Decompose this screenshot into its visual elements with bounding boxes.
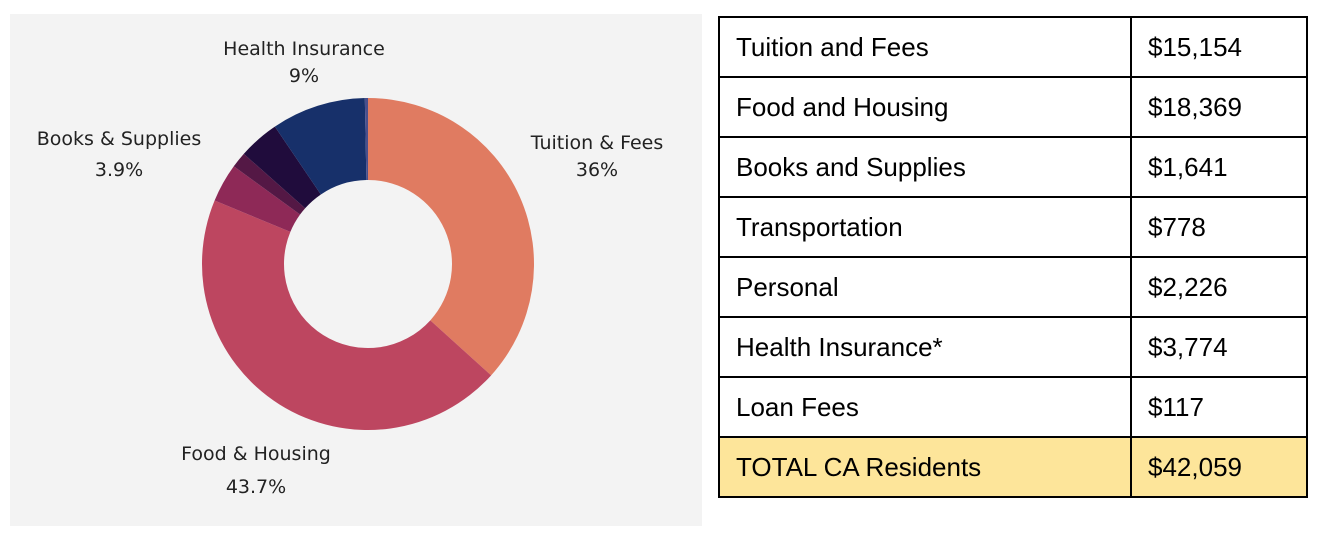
table-row: Loan Fees $117: [718, 376, 1308, 438]
row-label: Books and Supplies: [718, 136, 1132, 198]
slice-label-food-housing: Food & Housing: [181, 443, 331, 465]
table-row: Food and Housing $18,369: [718, 76, 1308, 138]
row-label: Transportation: [718, 196, 1132, 258]
total-row: TOTAL CA Residents $42,059: [718, 436, 1308, 498]
table-row: Tuition and Fees $15,154: [718, 16, 1308, 78]
donut-slice-unlabeled-2: [214, 166, 301, 232]
total-value: $42,059: [1130, 436, 1308, 498]
row-value: $1,641: [1130, 136, 1308, 198]
donut-slice-unlabeled-6: [364, 98, 368, 181]
cost-table: Tuition and Fees $15,154 Food and Housin…: [718, 16, 1308, 498]
row-label: Tuition and Fees: [718, 16, 1132, 78]
donut-slice-health-insurance: [274, 98, 367, 195]
donut-slice-tuition-fees: [368, 98, 534, 376]
table-row: Books and Supplies $1,641: [718, 136, 1308, 198]
row-label: Loan Fees: [718, 376, 1132, 438]
donut-slice-food-housing: [202, 200, 492, 430]
row-value: $117: [1130, 376, 1308, 438]
row-label: Personal: [718, 256, 1132, 318]
row-value: $3,774: [1130, 316, 1308, 378]
slice-value-books-supplies: 3.9%: [95, 159, 143, 181]
row-label: Health Insurance*: [718, 316, 1132, 378]
table-row: Health Insurance* $3,774: [718, 316, 1308, 378]
row-value: $778: [1130, 196, 1308, 258]
slice-value-tuition-fees: 36%: [576, 159, 618, 181]
slice-value-food-housing: 43.7%: [226, 476, 286, 498]
total-label: TOTAL CA Residents: [718, 436, 1132, 498]
row-value: $15,154: [1130, 16, 1308, 78]
slice-value-health-insurance: 9%: [289, 65, 319, 87]
slice-label-health-insurance: Health Insurance: [223, 38, 385, 60]
donut-slices: [202, 98, 534, 430]
row-label: Food and Housing: [718, 76, 1132, 138]
row-value: $18,369: [1130, 76, 1308, 138]
slice-label-tuition-fees: Tuition & Fees: [530, 132, 664, 154]
donut-slice-books-supplies: [243, 126, 321, 209]
slice-label-books-supplies: Books & Supplies: [37, 128, 201, 150]
donut-chart-panel: Health Insurance 9% Books & Supplies 3.9…: [10, 14, 702, 526]
table-row: Transportation $778: [718, 196, 1308, 258]
table-row: Personal $2,226: [718, 256, 1308, 318]
donut-chart: Health Insurance 9% Books & Supplies 3.9…: [37, 38, 664, 498]
row-value: $2,226: [1130, 256, 1308, 318]
donut-slice-unlabeled-3: [233, 153, 306, 215]
